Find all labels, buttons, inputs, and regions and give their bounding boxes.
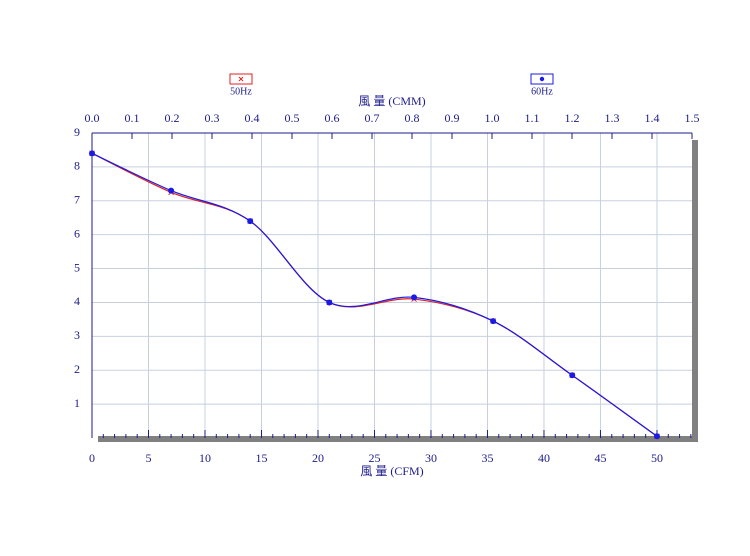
x-tick-label: 10 <box>199 451 211 465</box>
x2-tick-label: 0.6 <box>325 111 340 125</box>
x2-tick-label: 0.2 <box>165 111 180 125</box>
x2-tick-label: 1.1 <box>525 111 540 125</box>
frame-shadow <box>692 140 698 442</box>
x2-tick-label: 1.2 <box>565 111 580 125</box>
x-tick-label: 35 <box>481 451 493 465</box>
x2-tick-label: 0.7 <box>365 111 380 125</box>
x-axis-label: 風 量 (CFM) <box>360 464 423 478</box>
data-point <box>247 218 254 225</box>
x-tick-label: 30 <box>425 451 437 465</box>
legend-label: 50Hz <box>230 86 252 97</box>
data-point <box>569 372 576 379</box>
x2-tick-label: 1.4 <box>645 111 660 125</box>
y-tick-label: 5 <box>74 260 80 274</box>
x-tick-label: 50 <box>651 451 663 465</box>
data-point <box>653 433 660 440</box>
legend-marker <box>238 76 244 82</box>
x2-tick-label: 0.3 <box>205 111 220 125</box>
x2-tick-label: 0.9 <box>445 111 460 125</box>
x-tick-label: 15 <box>255 451 267 465</box>
x2-tick-label: 0.1 <box>125 111 140 125</box>
x-tick-label: 45 <box>594 451 606 465</box>
x2-tick-label: 1.5 <box>685 111 700 125</box>
x2-tick-label: 0.5 <box>285 111 300 125</box>
x2-tick-label: 1.3 <box>605 111 620 125</box>
y-tick-label: 9 <box>74 125 80 139</box>
legend-marker <box>539 76 545 82</box>
data-point <box>89 150 95 157</box>
y-tick-label: 1 <box>74 396 80 410</box>
data-point <box>326 299 333 306</box>
x-tick-label: 40 <box>538 451 550 465</box>
frame-shadow <box>98 436 698 442</box>
series-line <box>91 152 658 437</box>
x-tick-label: 0 <box>89 451 95 465</box>
x2-tick-label: 1.0 <box>485 111 500 125</box>
legend-label: 60Hz <box>531 86 553 97</box>
data-point <box>490 318 497 325</box>
data-point <box>411 294 418 301</box>
x2-tick-label: 0.4 <box>245 111 260 125</box>
x-tick-label: 5 <box>145 451 151 465</box>
y-tick-label: 3 <box>74 328 80 342</box>
y-tick-label: 4 <box>74 294 80 308</box>
x2-tick-label: 0.0 <box>85 111 100 125</box>
x2-tick-label: 0.8 <box>405 111 420 125</box>
y-tick-label: 8 <box>74 159 80 173</box>
x-tick-label: 25 <box>368 451 380 465</box>
data-point <box>168 187 175 194</box>
x2-axis-label: 風 量 (CMM) <box>358 94 425 108</box>
y-tick-label: 6 <box>74 226 80 240</box>
x-tick-label: 20 <box>312 451 324 465</box>
y-tick-label: 2 <box>74 362 80 376</box>
y-tick-label: 7 <box>74 193 80 207</box>
